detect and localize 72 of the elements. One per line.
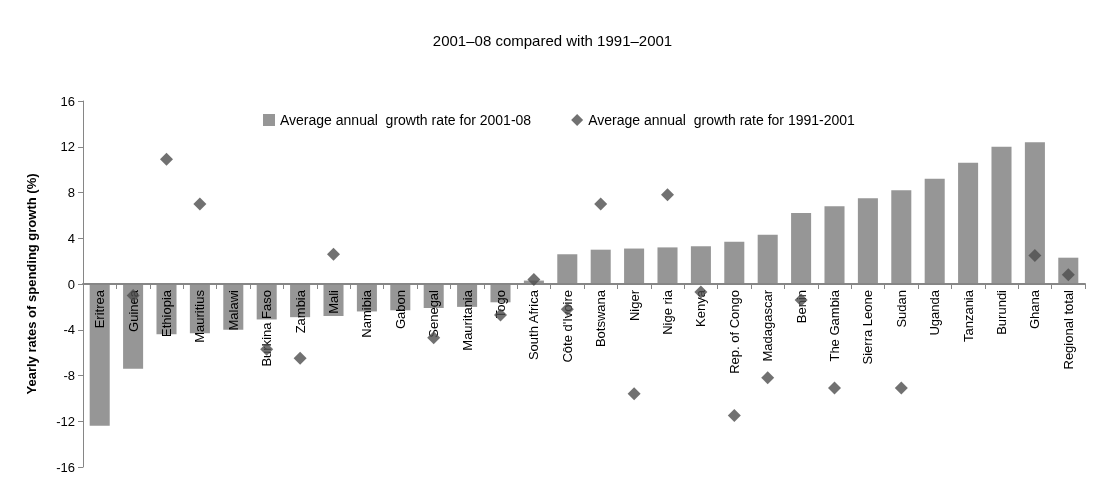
bar <box>624 248 645 284</box>
point <box>627 387 641 401</box>
bar <box>891 190 912 284</box>
point <box>594 197 608 211</box>
x-tick-label: Kenya <box>693 289 709 327</box>
x-tick-label: Nige ria <box>660 289 675 335</box>
point <box>1028 248 1042 262</box>
y-tick-label: -12 <box>56 413 75 429</box>
x-tick-label: Burundi <box>994 289 1009 335</box>
bar <box>724 241 745 284</box>
y-tick-label: 16 <box>60 93 75 109</box>
bar <box>757 234 778 284</box>
x-tick-label: Zambia <box>292 289 308 334</box>
x-tick-label: Sierra Leone <box>860 290 876 365</box>
point <box>527 272 541 286</box>
point <box>661 188 674 202</box>
bar <box>924 178 945 284</box>
x-tick-label: Togo <box>493 290 508 319</box>
y-tick-label: 4 <box>67 230 75 246</box>
y-tick-label: 12 <box>60 139 75 155</box>
point <box>727 409 741 423</box>
x-tick-label: Guinea <box>125 289 141 332</box>
bar <box>690 246 711 284</box>
point <box>160 152 173 166</box>
bar <box>791 213 812 284</box>
point <box>761 371 775 385</box>
point <box>293 351 307 365</box>
legend-label: Average annual growth rate for 1991-2001 <box>588 112 856 128</box>
x-tick-label: The Gambia <box>827 289 842 362</box>
x-tick-label: Botswana <box>593 289 609 348</box>
x-tick-label: Côte d'Ivoire <box>559 290 575 363</box>
x-tick-label: Mali <box>326 289 341 314</box>
point <box>193 197 207 211</box>
y-tick-label: -16 <box>56 459 75 475</box>
x-tick-label: South Africa <box>526 289 542 361</box>
x-tick-label: Namibia <box>359 289 375 338</box>
y-tick-label: 8 <box>67 185 75 200</box>
x-tick-label: Malawi <box>225 289 241 331</box>
x-tick-label: Niger <box>626 289 642 322</box>
y-axis-title: Yearly rates of spending growth (%) <box>24 173 39 395</box>
x-tick-label: Regional total <box>1060 289 1076 370</box>
bar <box>89 284 110 426</box>
point <box>327 247 340 261</box>
point <box>828 381 841 395</box>
chart-title: 2001–08 compared with 1991–2001 <box>432 32 673 49</box>
bar <box>857 198 878 284</box>
x-tick-label: Burkina Faso <box>259 290 275 367</box>
x-tick-label: Rep. of Congo <box>726 290 742 374</box>
x-tick-label: Eritrea <box>92 289 108 329</box>
x-tick-label: Mauritania <box>459 289 475 351</box>
x-tick-label: Benin <box>793 290 809 324</box>
bar <box>991 146 1012 284</box>
bar <box>657 247 678 284</box>
x-tick-label: Sudan <box>893 290 909 328</box>
bar <box>824 206 845 284</box>
x-tick-label: Tanzania <box>960 289 976 343</box>
x-tick-label: Ghana <box>1027 289 1043 330</box>
x-tick-label: Gabon <box>392 290 408 330</box>
x-tick-label: Ethiopia <box>159 289 174 337</box>
bar <box>958 162 979 284</box>
y-tick-label: -8 <box>63 368 75 383</box>
bar <box>590 249 611 284</box>
legend-label: Average annual growth rate for 2001-08 <box>280 112 532 128</box>
bar <box>1024 142 1045 284</box>
x-tick-label: Uganda <box>927 289 943 336</box>
y-tick-label: -4 <box>63 322 75 338</box>
point <box>894 381 908 395</box>
bar <box>557 254 578 284</box>
x-tick-label: Madagascar <box>760 289 776 362</box>
y-tick-label: 0 <box>67 276 75 292</box>
x-tick-label: Mauritius <box>192 289 208 343</box>
x-tick-label: Senegal <box>426 289 442 338</box>
